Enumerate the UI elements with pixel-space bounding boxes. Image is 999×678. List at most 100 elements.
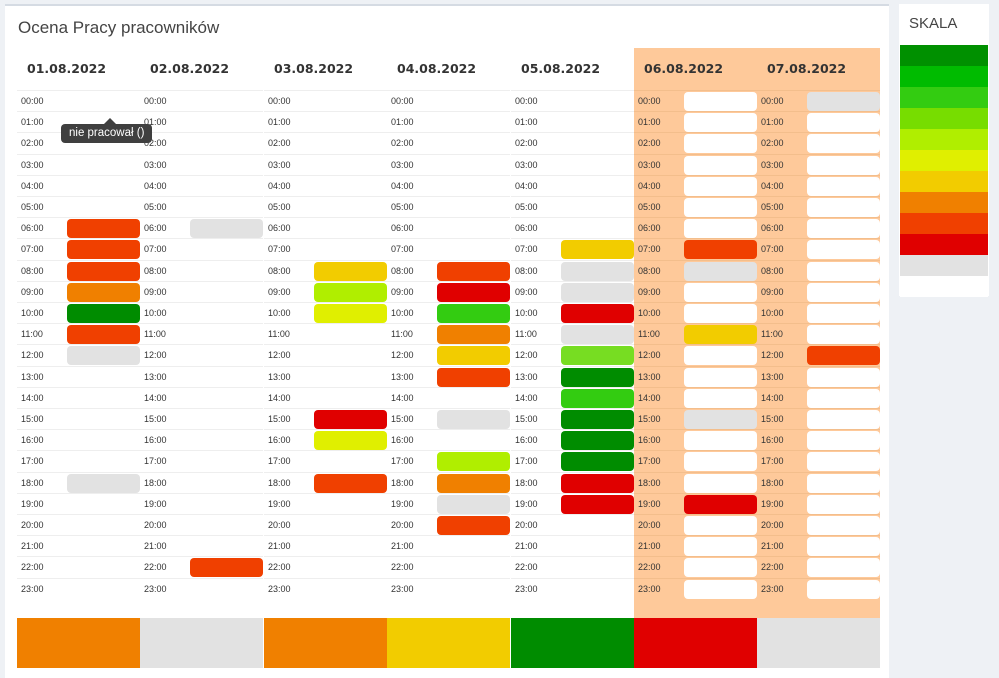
rating-cell[interactable]: [314, 431, 387, 450]
rating-cell[interactable]: [684, 325, 757, 344]
hour-row: 18:00: [387, 472, 510, 493]
rating-cell[interactable]: [807, 474, 880, 493]
rating-cell[interactable]: [684, 262, 757, 281]
rating-cell[interactable]: [561, 474, 634, 493]
rating-cell[interactable]: [561, 431, 634, 450]
rating-cell[interactable]: [807, 389, 880, 408]
rating-cell[interactable]: [684, 558, 757, 577]
rating-cell[interactable]: [807, 368, 880, 387]
rating-cell[interactable]: [314, 410, 387, 429]
rating-cell[interactable]: [561, 346, 634, 365]
rating-cell[interactable]: [807, 283, 880, 302]
rating-cell[interactable]: [807, 410, 880, 429]
rating-cell[interactable]: [684, 452, 757, 471]
hour-row: 09:00: [264, 281, 387, 302]
rating-cell[interactable]: [684, 389, 757, 408]
rating-cell[interactable]: [807, 558, 880, 577]
hour-row: 08:00: [140, 260, 263, 281]
hour-row: 19:00: [140, 493, 263, 514]
rating-cell[interactable]: [67, 262, 140, 281]
rating-cell[interactable]: [437, 452, 510, 471]
rating-cell[interactable]: [684, 495, 757, 514]
rating-cell[interactable]: [807, 580, 880, 599]
rating-cell[interactable]: [807, 304, 880, 323]
hour-row: 06:00: [17, 217, 140, 238]
hour-label: 04:00: [391, 181, 414, 191]
rating-cell[interactable]: [807, 156, 880, 175]
rating-cell[interactable]: [437, 262, 510, 281]
rating-cell[interactable]: [807, 113, 880, 132]
rating-cell[interactable]: [314, 283, 387, 302]
rating-cell[interactable]: [807, 516, 880, 535]
rating-cell[interactable]: [807, 537, 880, 556]
rating-cell[interactable]: [684, 219, 757, 238]
rating-cell[interactable]: [437, 368, 510, 387]
rating-cell[interactable]: [684, 410, 757, 429]
rating-cell[interactable]: [807, 325, 880, 344]
rating-cell[interactable]: [684, 580, 757, 599]
rating-cell[interactable]: [561, 389, 634, 408]
rating-cell[interactable]: [684, 240, 757, 259]
rating-cell[interactable]: [807, 346, 880, 365]
rating-cell[interactable]: [437, 410, 510, 429]
rating-cell[interactable]: [684, 156, 757, 175]
rating-cell[interactable]: [807, 177, 880, 196]
rating-cell[interactable]: [807, 452, 880, 471]
rating-cell[interactable]: [684, 368, 757, 387]
rating-cell[interactable]: [807, 262, 880, 281]
rating-cell[interactable]: [807, 495, 880, 514]
rating-cell[interactable]: [314, 474, 387, 493]
rating-cell[interactable]: [561, 410, 634, 429]
rating-cell[interactable]: [684, 134, 757, 153]
rating-cell[interactable]: [684, 177, 757, 196]
rating-cell[interactable]: [684, 346, 757, 365]
rating-cell[interactable]: [437, 474, 510, 493]
hour-label: 23:00: [515, 584, 538, 594]
rating-cell[interactable]: [437, 304, 510, 323]
rating-cell[interactable]: [190, 219, 263, 238]
rating-cell[interactable]: [437, 325, 510, 344]
rating-cell[interactable]: [807, 198, 880, 217]
hour-label: 14:00: [268, 393, 291, 403]
rating-cell[interactable]: [561, 304, 634, 323]
rating-cell[interactable]: [561, 368, 634, 387]
rating-cell[interactable]: [561, 495, 634, 514]
rating-cell[interactable]: [684, 537, 757, 556]
rating-cell[interactable]: [684, 198, 757, 217]
rating-cell[interactable]: [561, 240, 634, 259]
rating-cell[interactable]: [684, 474, 757, 493]
rating-cell[interactable]: [684, 431, 757, 450]
rating-cell[interactable]: [684, 92, 757, 111]
hour-row: 02:00: [757, 132, 880, 153]
day-column: 07.08.2022 00:00 01:00 02:00 03:00 04:00 05:00…: [757, 48, 880, 620]
rating-cell[interactable]: [314, 262, 387, 281]
rating-cell[interactable]: [190, 558, 263, 577]
rating-cell[interactable]: [67, 474, 140, 493]
rating-cell[interactable]: [314, 304, 387, 323]
rating-cell[interactable]: [684, 516, 757, 535]
rating-cell[interactable]: [807, 219, 880, 238]
hour-label: 01:00: [21, 117, 44, 127]
rating-cell[interactable]: [437, 283, 510, 302]
rating-cell[interactable]: [684, 113, 757, 132]
rating-cell[interactable]: [67, 219, 140, 238]
rating-cell[interactable]: [807, 92, 880, 111]
rating-cell[interactable]: [437, 495, 510, 514]
rating-cell[interactable]: [67, 283, 140, 302]
rating-cell[interactable]: [684, 304, 757, 323]
rating-cell[interactable]: [67, 304, 140, 323]
rating-cell[interactable]: [807, 431, 880, 450]
hour-row: 00:00: [264, 90, 387, 111]
rating-cell[interactable]: [437, 346, 510, 365]
rating-cell[interactable]: [561, 325, 634, 344]
rating-cell[interactable]: [684, 283, 757, 302]
rating-cell[interactable]: [67, 346, 140, 365]
rating-cell[interactable]: [561, 452, 634, 471]
rating-cell[interactable]: [807, 240, 880, 259]
rating-cell[interactable]: [561, 262, 634, 281]
rating-cell[interactable]: [561, 283, 634, 302]
rating-cell[interactable]: [67, 325, 140, 344]
rating-cell[interactable]: [437, 516, 510, 535]
rating-cell[interactable]: [67, 240, 140, 259]
rating-cell[interactable]: [807, 134, 880, 153]
